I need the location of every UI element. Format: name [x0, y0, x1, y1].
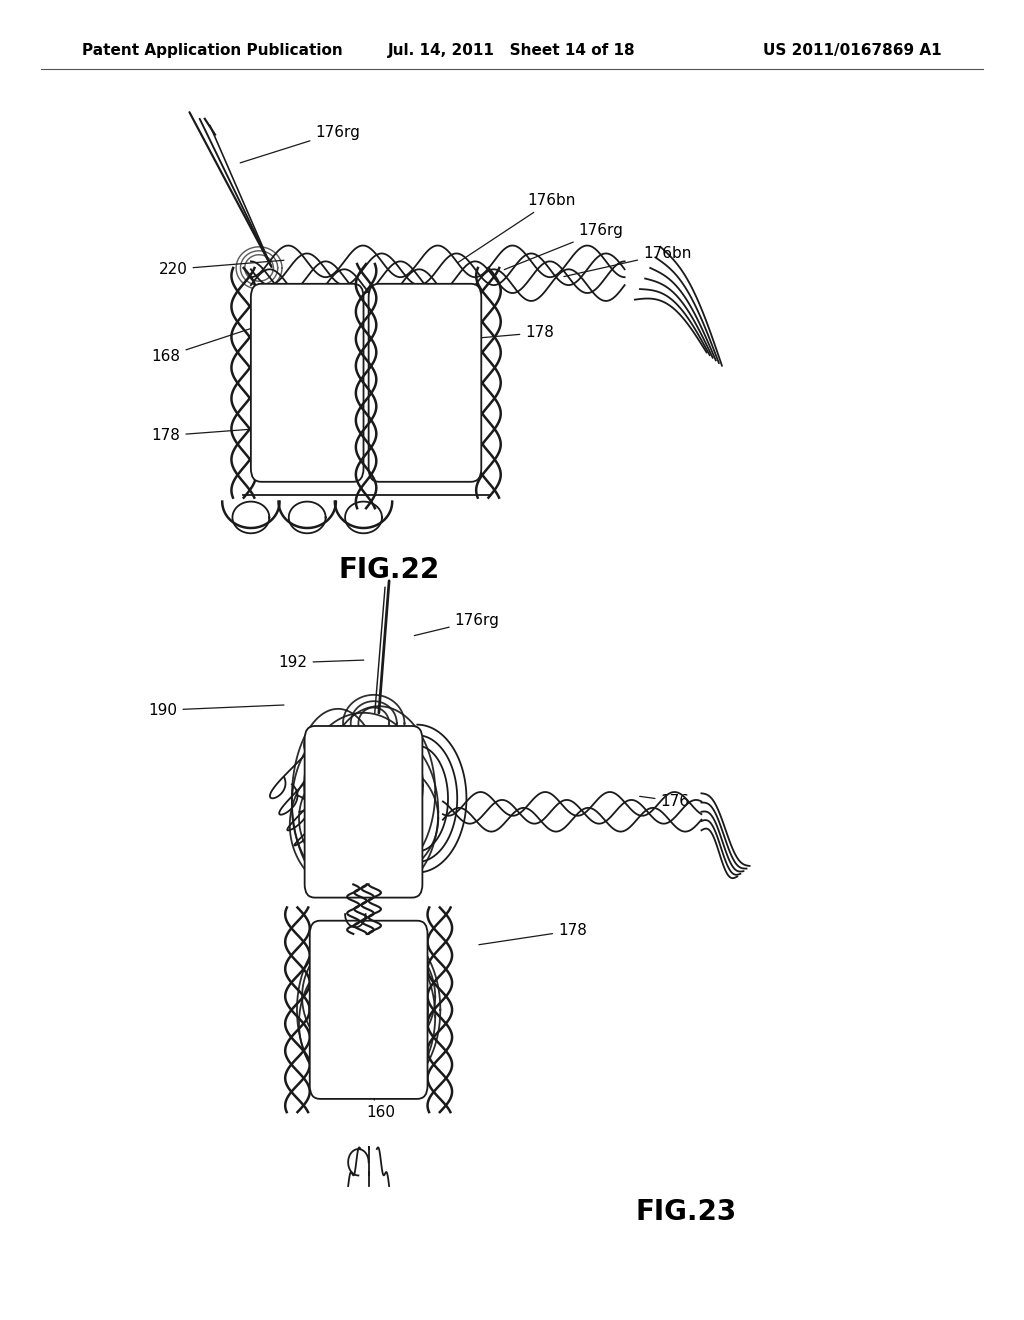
Text: FIG.23: FIG.23	[636, 1197, 736, 1226]
Text: 176: 176	[640, 793, 689, 809]
Text: 168: 168	[152, 322, 271, 364]
Text: FIG.22: FIG.22	[339, 556, 439, 585]
Text: 176bn: 176bn	[564, 246, 691, 277]
FancyBboxPatch shape	[251, 284, 364, 482]
Text: Patent Application Publication: Patent Application Publication	[82, 42, 343, 58]
Text: US 2011/0167869 A1: US 2011/0167869 A1	[764, 42, 942, 58]
Text: 160: 160	[367, 1096, 395, 1121]
FancyBboxPatch shape	[369, 284, 481, 482]
Text: 178: 178	[152, 428, 268, 444]
Text: 190: 190	[148, 702, 284, 718]
Text: 178: 178	[467, 325, 554, 341]
FancyBboxPatch shape	[305, 726, 422, 898]
Text: 176rg: 176rg	[415, 612, 500, 636]
Text: 192: 192	[279, 655, 364, 671]
FancyBboxPatch shape	[309, 921, 428, 1098]
Text: 178: 178	[479, 923, 587, 945]
Text: 176bn: 176bn	[458, 193, 575, 263]
Text: 160: 160	[389, 458, 431, 479]
Text: 176rg: 176rg	[505, 223, 624, 269]
Text: 176rg: 176rg	[241, 124, 360, 162]
Text: 220: 220	[159, 260, 284, 277]
Text: Jul. 14, 2011   Sheet 14 of 18: Jul. 14, 2011 Sheet 14 of 18	[388, 42, 636, 58]
